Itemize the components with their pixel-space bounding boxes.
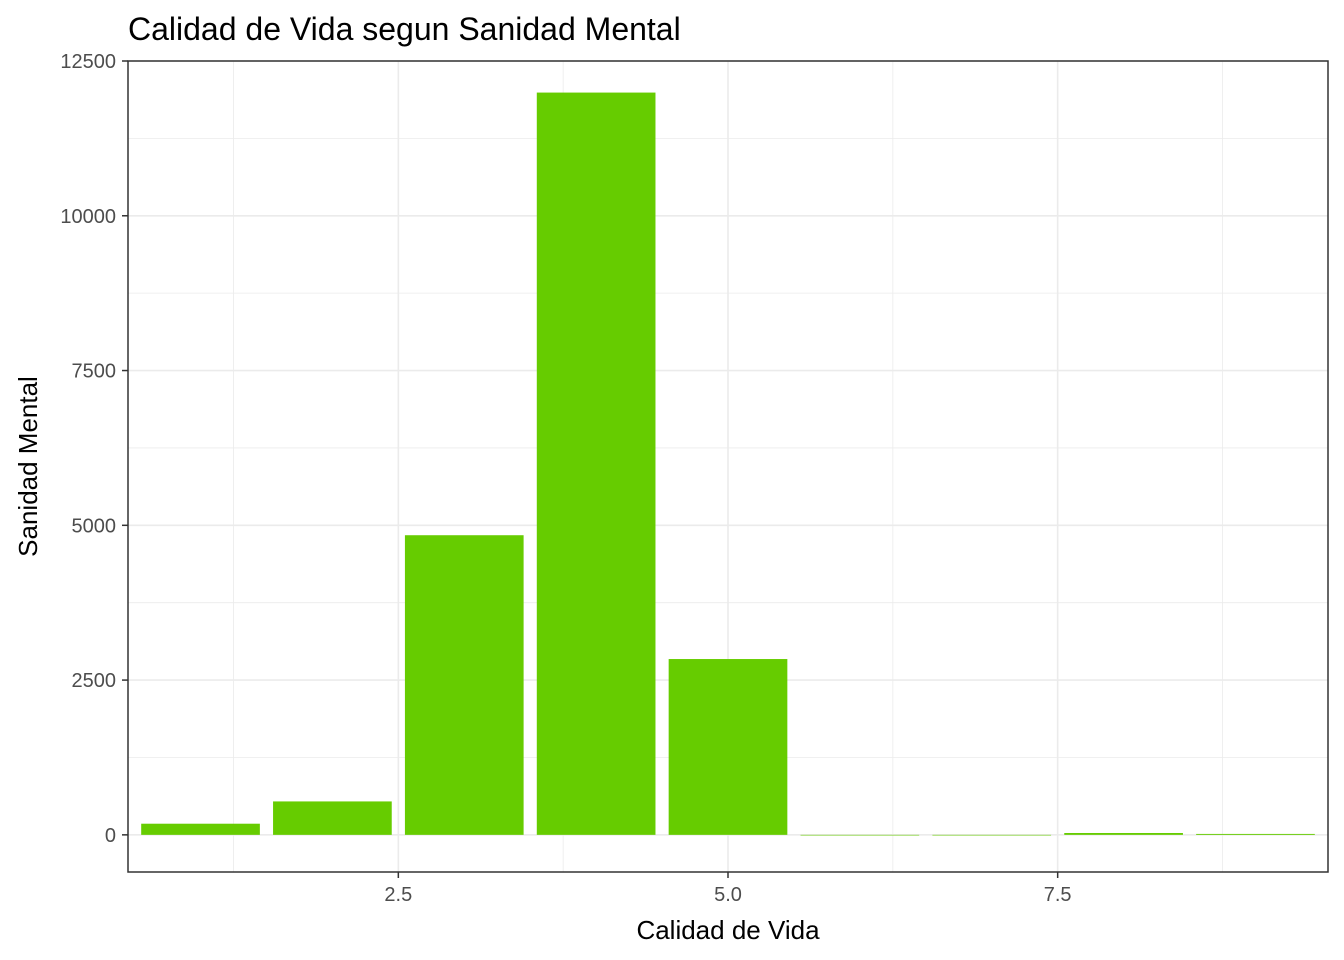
y-tick-label: 10000 (60, 206, 116, 228)
bar-6 (800, 834, 920, 836)
bar-7 (932, 834, 1052, 836)
bar-5 (668, 659, 788, 835)
x-tick-label: 2.5 (384, 884, 412, 906)
bar-9 (1196, 833, 1315, 835)
bars (141, 92, 1315, 836)
chart-title: Calidad de Vida segun Sanidad Mental (128, 11, 681, 47)
y-tick-label: 0 (105, 825, 116, 847)
y-tick-label: 12500 (60, 51, 116, 73)
y-tick-label: 7500 (72, 361, 117, 383)
y-axis-title: Sanidad Mental (13, 376, 43, 557)
bar-2 (273, 801, 392, 835)
y-tick-label: 5000 (72, 515, 117, 537)
bar-4 (536, 92, 656, 835)
x-axis-title: Calidad de Vida (636, 915, 820, 945)
x-tick-label: 7.5 (1044, 884, 1072, 906)
bar-8 (1064, 832, 1183, 835)
x-tick-label: 5.0 (714, 884, 742, 906)
axis-ticks: 2.5 5.0 7.5 0 2500 5000 7500 10000 12500 (60, 51, 1071, 906)
bar-1 (141, 823, 260, 835)
bar-3 (404, 535, 524, 835)
y-tick-label: 2500 (72, 670, 117, 692)
